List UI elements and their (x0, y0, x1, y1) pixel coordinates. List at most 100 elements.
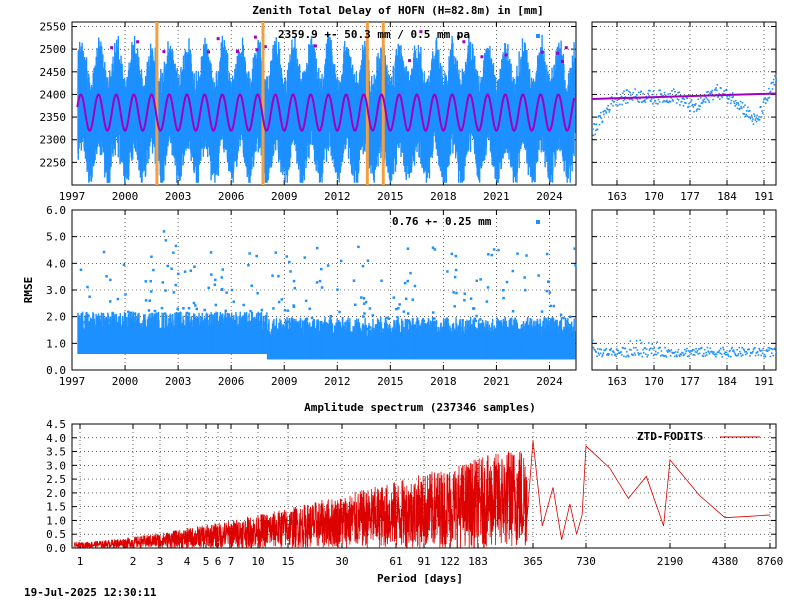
rmse-point (475, 279, 478, 283)
rmse-point (189, 269, 193, 272)
rmse-tick-label-x: 2024 (536, 375, 563, 388)
ztd-zoom-point (706, 98, 709, 101)
rmse-point (454, 268, 458, 272)
rmse-zoom-point (654, 350, 657, 353)
rmse-zoom-tick-label-x: 191 (754, 375, 774, 388)
ztd-point (162, 50, 166, 54)
ztd-zoom-point (623, 98, 626, 101)
rmse-zoom-point (630, 349, 632, 351)
ztd-point (313, 44, 317, 48)
rmse-point (255, 254, 258, 258)
rmse-point (308, 307, 312, 311)
rmse-points (77, 230, 577, 360)
ztd-zoom-point (709, 92, 712, 95)
ztd-tick-label-x: 1997 (59, 190, 86, 203)
spectrum-tick-label-x: 30 (335, 555, 348, 568)
ztd-zoom-point (766, 99, 769, 102)
ztd-zoom-point (731, 96, 733, 99)
rmse-point (356, 328, 359, 331)
rmse-point (170, 267, 173, 271)
rmse-point (364, 300, 368, 304)
rmse-zoom-point (717, 350, 720, 353)
rmse-tick-label-x: 2021 (483, 375, 510, 388)
rmse-point (326, 264, 330, 267)
rmse-zoom-point (708, 351, 710, 353)
ztd-zoom-point (615, 104, 617, 106)
rmse-zoom-point (742, 354, 744, 356)
rmse-zoom-point (633, 346, 635, 349)
rmse-zoom-point (715, 355, 717, 358)
rmse-zoom-point (734, 352, 736, 355)
ztd-zoom-point (764, 102, 767, 104)
ztd-zoom-point (658, 89, 660, 92)
rmse-zoom-point (693, 354, 696, 356)
rmse-point (187, 312, 191, 315)
rmse-zoom-point (758, 347, 760, 350)
rmse-zoom-point (735, 354, 738, 357)
rmse-zoom-point (678, 354, 680, 357)
rmse-point (357, 245, 360, 249)
rmse-point (221, 325, 225, 328)
rmse-point (182, 307, 185, 310)
rmse-point (339, 329, 342, 333)
rmse-zoom-point (675, 354, 678, 356)
ztd-zoom-point (663, 99, 665, 102)
ztd-zoom-point (606, 108, 609, 111)
rmse-point (248, 252, 251, 255)
rmse-zoom-point (722, 348, 725, 351)
rmse-point (385, 316, 388, 320)
rmse-zoom-point (615, 355, 617, 358)
ztd-zoom-point (642, 92, 644, 95)
rmse-zoom-point (754, 354, 757, 357)
rmse-point (403, 281, 407, 285)
ztd-zoom-point (687, 105, 690, 108)
rmse-zoom-point (772, 354, 775, 357)
ztd-zoom-point (644, 101, 647, 104)
spectrum-tick-label-x: 15 (281, 555, 294, 568)
rmse-zoom-point (606, 354, 608, 356)
rmse-zoom-point (642, 351, 645, 354)
rmse-zoom-point (741, 346, 743, 349)
rmse-tick-label-x: 2009 (271, 375, 298, 388)
rmse-zoom-point (664, 346, 666, 349)
ztd-zoom-point (702, 99, 704, 102)
rmse-point (502, 296, 505, 300)
rmse-point (277, 300, 281, 304)
rmse-zoom-point (756, 351, 758, 354)
rmse-zoom-point (646, 355, 649, 358)
ztd-zoom-point (602, 110, 605, 113)
rmse-point (320, 267, 323, 271)
rmse-zoom-point (686, 355, 689, 358)
spectrum-tick-label-x: 2190 (657, 555, 684, 568)
ztd-zoom-point (730, 102, 732, 105)
ztd-zoom-point (650, 98, 653, 100)
ztd-zoom-point (707, 99, 710, 102)
rmse-point (474, 319, 477, 323)
ztd-zoom-point (772, 78, 775, 81)
ztd-zoom-point (749, 109, 751, 112)
ztd-zoom-point (767, 97, 770, 100)
rmse-point (251, 329, 255, 333)
rmse-zoom-point (722, 346, 724, 349)
rmse-point (431, 246, 435, 250)
ztd-zoom-point (718, 98, 721, 100)
ztd-zoom-point (611, 99, 614, 102)
rmse-point (78, 324, 81, 327)
rmse-zoom-point (688, 351, 691, 353)
ztd-zoom-point (707, 90, 709, 93)
ztd-zoom-point (726, 102, 729, 104)
rmse-zoom-tick-label-x: 177 (680, 375, 700, 388)
rmse-zoom-point (654, 353, 656, 356)
rmse-point (397, 307, 400, 310)
ztd-zoom-point (750, 114, 753, 117)
rmse-point (162, 230, 166, 233)
rmse-zoom-point (638, 354, 640, 356)
rmse-point (288, 260, 291, 264)
ztd-tick-label-y: 2550 (40, 21, 67, 34)
rmse-zoom-point (708, 352, 711, 355)
ztd-zoom-point (747, 110, 750, 112)
rmse-zoom-point (694, 351, 697, 353)
ztd-zoom-point (698, 108, 701, 111)
rmse-zoom-point (732, 350, 734, 352)
